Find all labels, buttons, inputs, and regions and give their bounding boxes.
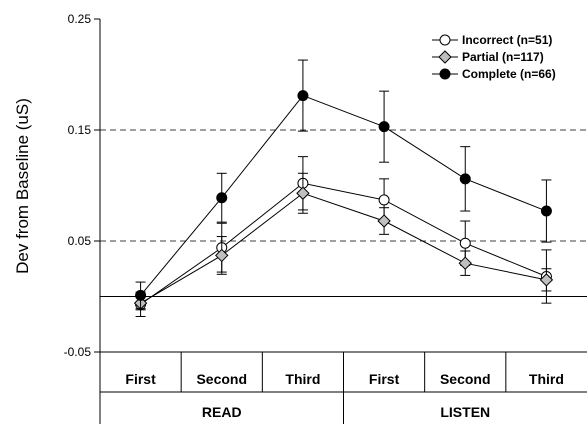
x-tick-label: Second [196,371,247,387]
data-point [540,205,552,217]
data-point [459,237,471,249]
legend-marker [439,68,451,80]
data-point [378,194,390,206]
legend-marker [439,34,451,46]
data-point [377,214,391,228]
data-point [215,248,229,263]
legend: Incorrect (n=51) Partial (n=117) Complete … [432,33,556,81]
legend-marker [438,50,452,64]
group-label: LISTEN [440,404,490,420]
legend-item-0: Incorrect (n=51) [432,33,552,47]
x-tick-label: First [369,371,400,387]
data-point [459,173,471,185]
x-tick-label: First [125,371,156,387]
data-point [378,121,390,133]
data-point [297,90,309,102]
series-line [140,94,547,296]
data-point [458,256,472,270]
series-0 [135,156,552,317]
y-tick-label: 0.15 [68,123,92,137]
group-label: READ [202,404,242,420]
series-2 [135,59,552,310]
data-point [135,289,147,301]
y-axis-label: Dev from Baseline (uS) [13,98,32,274]
axes: -0.05 0.05 0.15 0.25 First Second Third First Se… [64,12,587,424]
series-line [140,182,547,305]
data-point [539,273,554,287]
series-1 [133,172,554,311]
legend-item-2: Complete (n=66) [432,67,556,81]
legend-item-1: Partial (n=117) [432,50,544,64]
legend-label: Complete (n=66) [462,67,556,81]
y-tick-label: 0.25 [68,12,92,26]
legend-label: Incorrect (n=51) [462,33,552,47]
series [133,59,554,317]
y-tick-label: -0.05 [64,345,92,359]
series-line [140,192,547,304]
legend-label: Partial (n=117) [462,50,544,64]
x-tick-label: Second [440,371,491,387]
x-tick-label: Third [285,371,320,387]
data-point [216,192,228,204]
y-tick-label: 0.05 [68,234,92,248]
gridlines [100,129,587,242]
x-tick-label: Third [529,371,564,387]
data-point [296,186,310,200]
